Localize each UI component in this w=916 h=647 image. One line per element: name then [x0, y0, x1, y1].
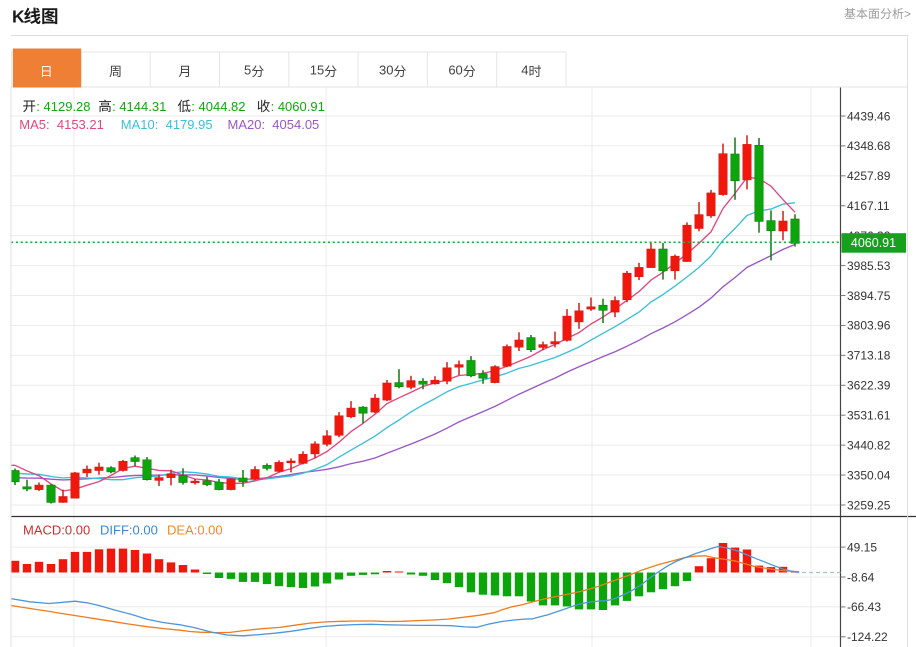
- svg-text:-66.43: -66.43: [847, 600, 881, 614]
- svg-text:: 4044.82: : 4044.82: [191, 99, 245, 114]
- svg-text:60: 60: [448, 63, 462, 78]
- svg-text:3713.18: 3713.18: [847, 349, 891, 363]
- svg-text:: 4129.28: : 4129.28: [36, 99, 90, 114]
- svg-text:5: 5: [244, 63, 251, 78]
- svg-text:: 4060.91: : 4060.91: [271, 99, 325, 114]
- svg-text:K: K: [12, 7, 25, 27]
- svg-text:4439.46: 4439.46: [847, 109, 891, 123]
- svg-text:DIFF:0.00: DIFF:0.00: [100, 523, 158, 538]
- svg-text:3350.04: 3350.04: [847, 468, 891, 482]
- svg-text:3440.82: 3440.82: [847, 438, 891, 452]
- svg-text:4167.11: 4167.11: [847, 199, 890, 213]
- svg-text:DEA:0.00: DEA:0.00: [167, 523, 223, 538]
- svg-text:3985.53: 3985.53: [847, 259, 891, 273]
- svg-text:4257.89: 4257.89: [847, 169, 891, 183]
- svg-text:3894.75: 3894.75: [847, 289, 891, 303]
- svg-text:MA5: 4153.21: MA5: 4153.21: [19, 117, 104, 132]
- svg-text:30: 30: [379, 63, 393, 78]
- svg-text:-124.22: -124.22: [847, 630, 888, 644]
- svg-text:MACD:0.00: MACD:0.00: [23, 523, 90, 538]
- svg-text:3803.96: 3803.96: [847, 319, 891, 333]
- svg-text:4: 4: [521, 63, 528, 78]
- svg-text:4060.91: 4060.91: [851, 236, 896, 250]
- svg-text:: 4144.31: : 4144.31: [112, 99, 166, 114]
- svg-text:3531.61: 3531.61: [847, 409, 891, 423]
- svg-text:-8.64: -8.64: [847, 570, 875, 584]
- svg-text:15: 15: [310, 63, 324, 78]
- svg-text:4348.68: 4348.68: [847, 139, 891, 153]
- svg-text:>: >: [904, 7, 911, 21]
- svg-text:MA20: 4054.05: MA20: 4054.05: [228, 117, 320, 132]
- svg-text:3259.25: 3259.25: [847, 498, 891, 512]
- svg-text:3622.39: 3622.39: [847, 379, 891, 393]
- svg-text:MA10: 4179.95: MA10: 4179.95: [121, 117, 213, 132]
- svg-text:49.15: 49.15: [847, 540, 877, 554]
